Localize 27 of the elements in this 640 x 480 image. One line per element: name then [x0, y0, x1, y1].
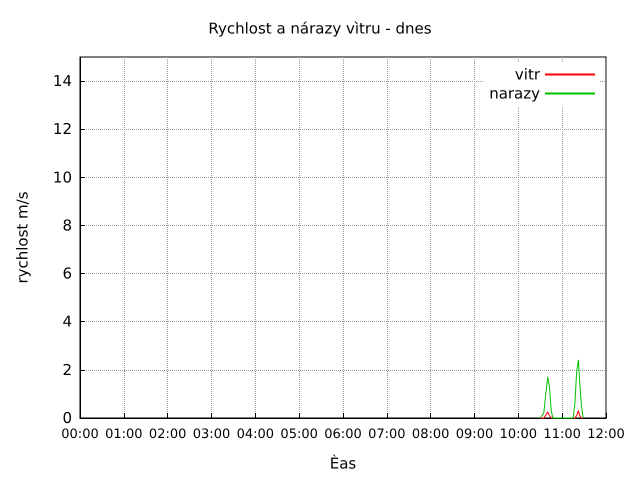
y-tick-label: 8 [62, 216, 72, 234]
x-tick-label: 00:00 [61, 427, 99, 442]
y-tick-label: 12 [52, 120, 72, 138]
x-tick-label: 03:00 [192, 427, 230, 442]
y-axis-title: rychlost m/s [14, 191, 32, 284]
chart-title: Rychlost a nárazy vìtru - dnes [208, 20, 432, 38]
x-tick-label: 04:00 [236, 427, 274, 442]
y-tick-label: 0 [62, 409, 72, 427]
x-tick-label: 01:00 [105, 427, 143, 442]
x-tick-label: 11:00 [543, 427, 581, 442]
line-series [540, 360, 584, 418]
x-tick-label: 07:00 [368, 427, 406, 442]
x-tick-label: 10:00 [500, 427, 538, 442]
legend-label: vitr [514, 66, 541, 84]
x-tick-label: 12:00 [587, 427, 625, 442]
x-tick-label: 09:00 [456, 427, 494, 442]
x-tick-label: 05:00 [280, 427, 318, 442]
y-tick-label: 4 [62, 312, 72, 331]
x-tick-label: 08:00 [412, 427, 450, 442]
y-tick-label: 14 [52, 72, 72, 90]
x-tick-label: 06:00 [324, 427, 362, 442]
legend-label: narazy [489, 84, 540, 102]
y-tick-label: 2 [62, 360, 72, 379]
y-tick-label: 10 [52, 168, 72, 186]
x-axis-title: Èas [330, 454, 356, 472]
x-tick-label: 02:00 [148, 427, 186, 442]
y-tick-label: 6 [62, 264, 72, 283]
